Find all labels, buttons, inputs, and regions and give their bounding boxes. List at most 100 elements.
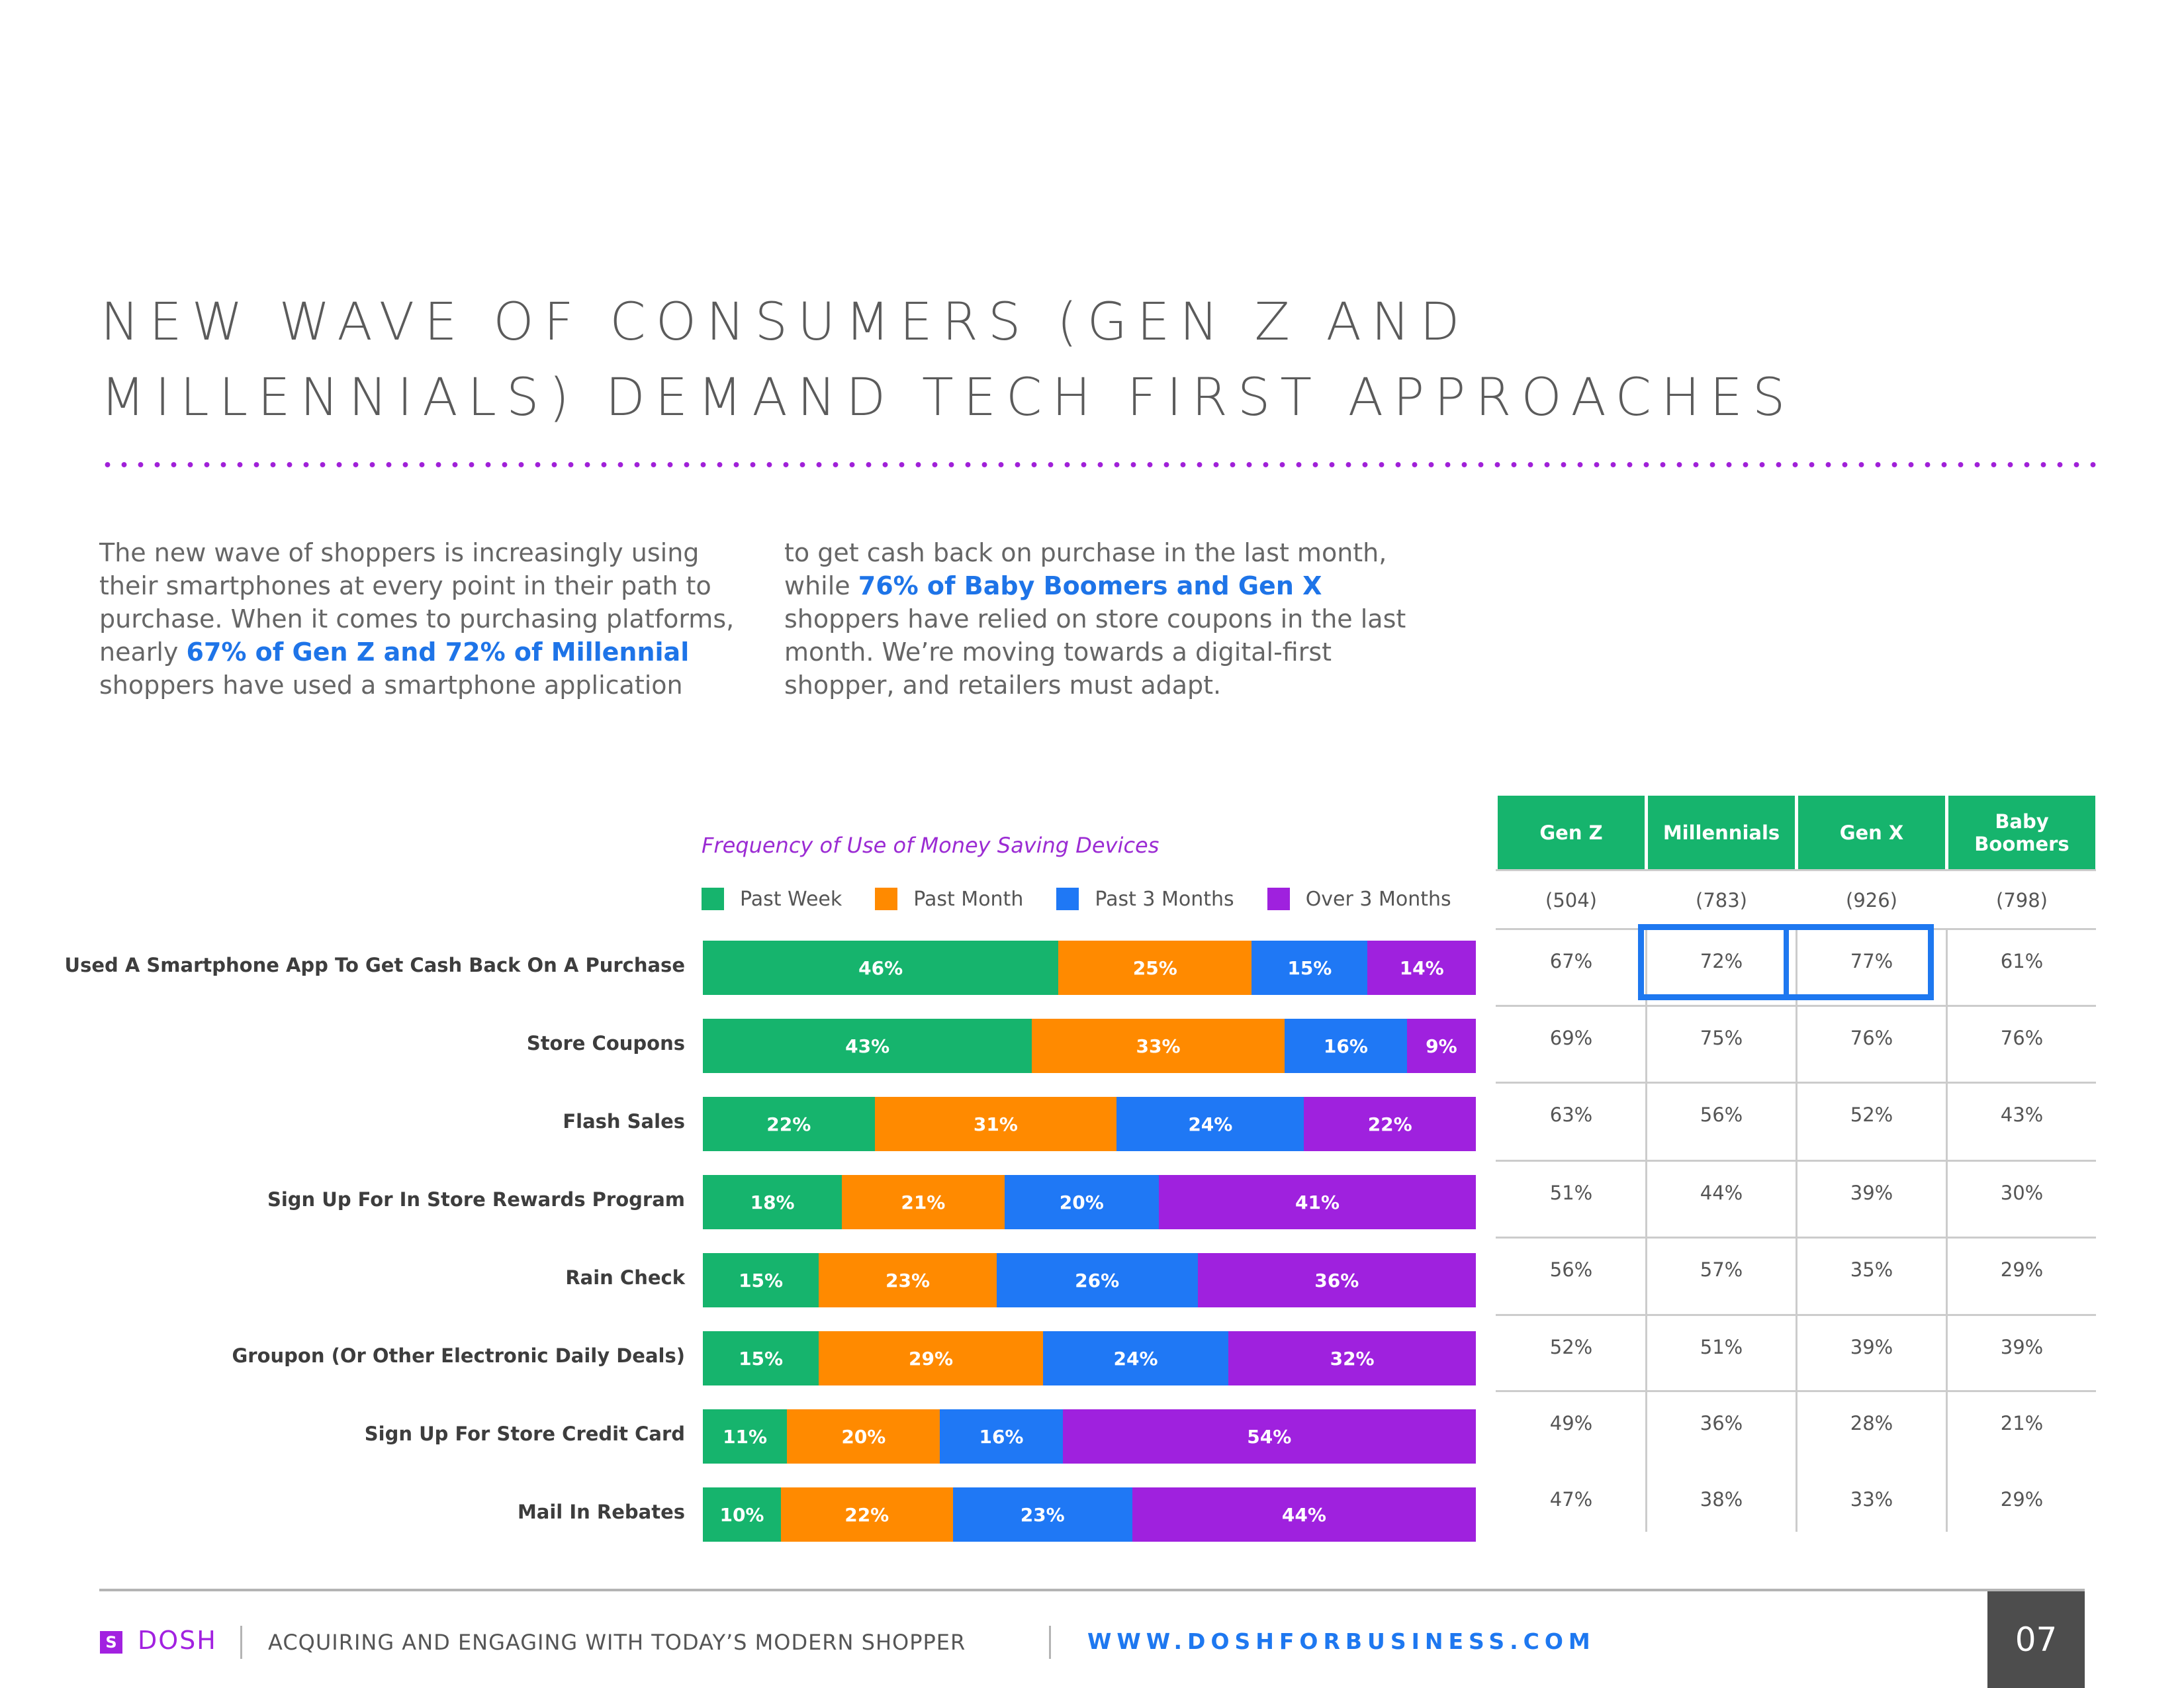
bar-value-label: 41% xyxy=(1295,1191,1340,1213)
bar-value-label: 24% xyxy=(1113,1347,1158,1370)
table-header: Gen X xyxy=(1798,796,1945,870)
table-cell: 69% xyxy=(1549,1027,1593,1049)
bar-segment: 14% xyxy=(1367,941,1476,995)
table-cell: 39% xyxy=(1850,1182,1893,1204)
category-label: Mail In Rebates xyxy=(517,1501,685,1523)
bar-segment: 24% xyxy=(1116,1097,1304,1151)
table-cell: 29% xyxy=(2000,1488,2044,1511)
bar-segment: 32% xyxy=(1228,1331,1476,1385)
bar-segment: 22% xyxy=(780,1487,953,1542)
table-cell: 35% xyxy=(1850,1258,1893,1281)
chart-legend: Past Week Past Month Past 3 Months Over 3 M… xyxy=(702,886,1484,912)
page-title: NEW WAVE OF CONSUMERS (GEN Z AND MILLENN… xyxy=(101,285,1888,436)
bar-segment: 15% xyxy=(703,1331,819,1385)
bar-segment: 54% xyxy=(1062,1409,1476,1464)
sample-size: (926) xyxy=(1846,889,1897,912)
title-line-1: NEW WAVE OF CONSUMERS (GEN Z AND xyxy=(101,293,1470,352)
legend-swatch xyxy=(1267,888,1290,910)
table-cell: 33% xyxy=(1850,1488,1893,1511)
bar-value-label: 24% xyxy=(1188,1113,1233,1135)
bar-value-label: 15% xyxy=(739,1269,784,1291)
bar-segment: 36% xyxy=(1197,1253,1476,1307)
intro-highlight: 76% of Baby Boomers and Gen X xyxy=(858,571,1322,600)
bar-value-label: 23% xyxy=(885,1269,931,1291)
bar-segment: 16% xyxy=(1284,1019,1407,1073)
category-label: Used A Smartphone App To Get Cash Back O… xyxy=(64,954,685,976)
bar-value-label: 15% xyxy=(1287,957,1332,979)
table-cell: 52% xyxy=(1549,1336,1593,1358)
table-cell: 49% xyxy=(1549,1412,1593,1434)
table-cell: 57% xyxy=(1700,1258,1743,1281)
bar-value-label: 16% xyxy=(979,1425,1024,1448)
bar-value-label: 18% xyxy=(750,1191,795,1213)
intro-text: shoppers have relied on store coupons in… xyxy=(784,604,1406,700)
bar-value-label: 44% xyxy=(1281,1503,1326,1526)
table-cell: 63% xyxy=(1549,1103,1593,1126)
intro-highlight: 67% of Gen Z and 72% of Millennial xyxy=(186,637,690,667)
table-cell: 44% xyxy=(1700,1182,1743,1204)
intro-text: The new wave of shoppers is increasingly… xyxy=(99,538,735,667)
bar-value-label: 14% xyxy=(1399,957,1444,979)
bar-value-label: 29% xyxy=(909,1347,954,1370)
bar-segment: 31% xyxy=(874,1097,1117,1151)
dotted-divider xyxy=(99,461,2098,468)
legend-label: Past 3 Months xyxy=(1095,887,1234,911)
table-cell: 21% xyxy=(2000,1412,2044,1434)
legend-swatch xyxy=(1056,888,1079,910)
table-column-divider xyxy=(1645,928,1647,1532)
category-label: Store Coupons xyxy=(526,1032,685,1055)
bar-segment: 44% xyxy=(1132,1487,1476,1542)
legend-label: Over 3 Months xyxy=(1305,887,1451,911)
legend-item: Over 3 Months xyxy=(1267,888,1451,911)
bar-segment: 23% xyxy=(819,1253,997,1307)
legend-item: Past Week xyxy=(702,888,842,911)
bar-value-label: 32% xyxy=(1330,1347,1375,1370)
table-column-divider xyxy=(1796,928,1797,1532)
bar-segment: 33% xyxy=(1032,1019,1285,1073)
legend-swatch xyxy=(875,888,898,910)
bar-value-label: 22% xyxy=(844,1503,889,1526)
chart-title: Frequency of Use of Money Saving Devices xyxy=(702,833,1160,858)
sample-size: (798) xyxy=(1996,889,2048,912)
legend-label: Past Month xyxy=(913,887,1024,911)
sample-size: (783) xyxy=(1696,889,1747,912)
bar-value-label: 22% xyxy=(766,1113,811,1135)
table-cell: 72% xyxy=(1700,950,1743,972)
dosh-logo-text: DOSH xyxy=(138,1626,217,1655)
table-header-label: Baby Boomers xyxy=(1974,810,2070,855)
table-header: Gen Z xyxy=(1498,796,1645,870)
bar-value-label: 54% xyxy=(1247,1425,1292,1448)
table-header-label: Gen X xyxy=(1839,821,1904,844)
table-cell: 52% xyxy=(1850,1103,1893,1126)
footer-subtitle: ACQUIRING AND ENGAGING WITH TODAY’S MODE… xyxy=(268,1630,966,1655)
footer-website-link[interactable]: WWW.DOSHFORBUSINESS.COM xyxy=(1087,1628,1596,1654)
table-column-divider xyxy=(1946,928,1948,1532)
bar-segment: 22% xyxy=(1304,1097,1476,1151)
bar-segment: 16% xyxy=(940,1409,1063,1464)
table-header-label: Gen Z xyxy=(1539,821,1603,844)
bar-value-label: 26% xyxy=(1075,1269,1120,1291)
bar-value-label: 20% xyxy=(841,1425,886,1448)
footer-divider xyxy=(99,1589,2085,1591)
table-cell: 77% xyxy=(1850,950,1893,972)
bar-segment: 20% xyxy=(1004,1175,1160,1229)
bar-value-label: 23% xyxy=(1020,1503,1065,1526)
table-cell: 30% xyxy=(2000,1182,2044,1204)
bar-segment: 11% xyxy=(703,1409,788,1464)
bar-value-label: 31% xyxy=(973,1113,1018,1135)
bar-segment: 18% xyxy=(703,1175,842,1229)
intro-text: to get cash back on purchase in the last… xyxy=(784,538,1387,600)
bar-value-label: 21% xyxy=(901,1191,946,1213)
bar-segment: 15% xyxy=(1251,941,1368,995)
legend-label: Past Week xyxy=(740,887,842,911)
bar-value-label: 22% xyxy=(1367,1113,1412,1135)
bar-segment: 29% xyxy=(819,1331,1043,1385)
bar-segment: 25% xyxy=(1058,941,1252,995)
intro-text: shoppers have used a smartphone applicat… xyxy=(99,671,683,700)
title-line-2: MILLENNIALS) DEMAND TECH FIRST APPROACHE… xyxy=(101,368,1796,428)
bar-value-label: 16% xyxy=(1323,1035,1368,1057)
bar-value-label: 46% xyxy=(858,957,903,979)
table-cell: 47% xyxy=(1549,1488,1593,1511)
table-header: Baby Boomers xyxy=(1948,796,2095,870)
table-header-label: Millennials xyxy=(1662,821,1780,844)
